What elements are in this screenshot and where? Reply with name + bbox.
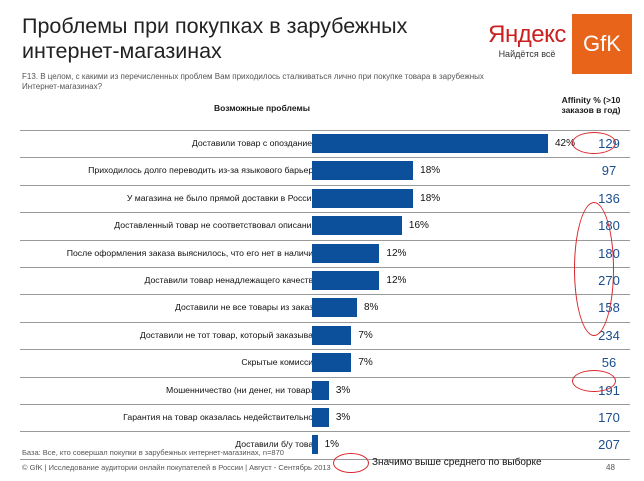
yandex-logo-tagline: Найдётся всё [498,49,556,59]
category-label: Мошенничество (ни денег, ни товара) [166,384,318,395]
survey-question: F13. В целом, с какими из перечисленных … [22,72,484,91]
yandex-logo-word: Яндекс [488,21,566,48]
category-label: Гарантия на товар оказалась недействител… [123,411,318,422]
category-label: Доставили товар ненадлежащего качества [144,274,318,285]
gfk-logo: GfK [572,14,632,74]
value-label: 12% [386,274,407,286]
page-title: Проблемы при покупках в зарубежных интер… [22,14,408,63]
bar [312,134,548,153]
category-label: После оформления заказа выяснилось, что … [66,247,318,258]
chart-row: Доставили товар с опозданием 42% 129 [20,130,630,157]
affinity-value: 207 [598,437,620,453]
value-label: 3% [335,411,351,423]
category-label: У магазина не было прямой доставки в Рос… [126,192,318,203]
affinity-value: 56 [601,355,617,371]
category-label: Приходилось долго переводить из-за языко… [88,165,318,176]
value-label: 42% [555,138,576,149]
value-label: 18% [420,165,441,177]
category-label: Скрытые комиссии [241,357,318,368]
value-label: 7% [358,357,373,369]
chart-row: После оформления заказа выяснилось, что … [20,239,630,267]
category-label: Доставленный товар не соответствовал опи… [114,220,318,231]
affinity-header: Affinity % (>10 заказов в год) [561,95,621,115]
chart-row: Доставленный товар не соответствовал опи… [20,212,630,239]
footer-note: © GfK | Исследование аудитории онлайн по… [22,463,331,472]
base-note: База: Все, кто совершал покупки в зарубе… [22,448,284,457]
bar [312,435,318,455]
value-label: 8% [363,302,379,314]
value-label: 18% [420,192,441,204]
chart-row: Доставили б/у товар 1% 207 [20,431,630,460]
bar [312,380,329,400]
bar [312,188,414,208]
bar [312,407,329,427]
chart-row: Доставили не все товары из заказа 8% 158 [20,294,630,321]
bar-chart: Доставили товар с опозданием 42% 129 Приход… [20,130,630,460]
chart-row: Приходилось долго переводить из-за языко… [20,157,630,184]
page-number: 48 [606,463,615,472]
value-label: 12% [386,247,407,259]
bar [312,243,380,263]
affinity-value: 234 [598,327,620,343]
problems-header: Возможные проблемы [213,103,310,113]
chart-row: Гарантия на товар оказалась недействител… [20,403,630,431]
chart-row: Мошенничество (ни денег, ни товара) 3% 191 [20,376,630,404]
yandex-logo: Яндекс Найдётся всё [487,21,567,60]
value-label: 7% [358,329,373,341]
category-label: Доставили б/у товар [235,439,318,450]
chart-row: У магазина не было прямой доставки в Рос… [20,184,630,212]
affinity-value: 136 [598,190,620,206]
value-label: 3% [335,384,351,396]
legend-text: Значимо выше среднего по выборке [372,457,542,468]
chart-row: Доставили не тот товар, который заказыва… [20,321,630,349]
bar [312,270,380,290]
category-label: Доставили товар с опозданием [191,138,318,148]
significance-circle [572,132,616,154]
bar [312,325,352,345]
chart-row: Доставили товар ненадлежащего качества 12… [20,266,630,294]
chart-row: Скрытые комиссии 7% 56 [20,349,630,376]
significance-oval [574,202,614,336]
category-label: Доставили не все товары из заказа [175,302,318,313]
bar [312,216,402,236]
bar [312,353,352,373]
legend-circle-icon [333,453,369,473]
affinity-value: 97 [601,163,617,179]
significance-circle [572,369,616,392]
affinity-value: 170 [598,409,620,425]
bar [312,298,357,318]
category-label: Доставили не тот товар, который заказыва… [139,329,318,340]
value-label: 1% [324,439,340,451]
value-label: 16% [408,220,429,232]
bar [312,161,414,181]
